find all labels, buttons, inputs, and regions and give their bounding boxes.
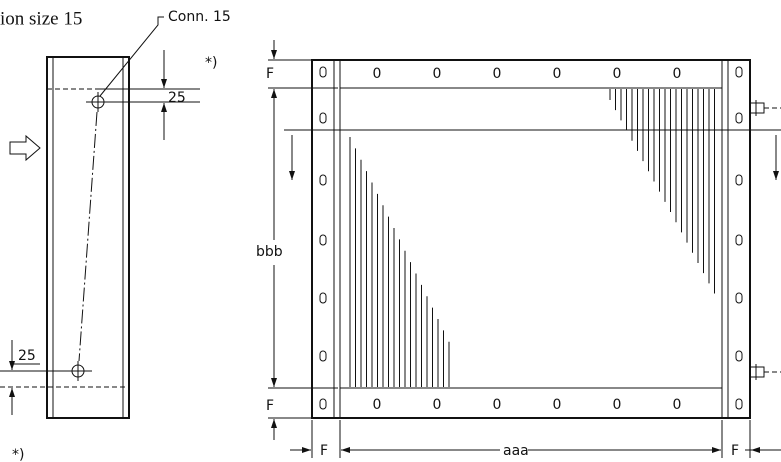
connection-label: Conn. 15 [168,9,231,25]
dimension: 25 [18,348,36,364]
slot [735,234,743,246]
slot [735,398,743,410]
dimension: 25 [168,90,186,106]
connection [749,366,765,378]
note: *) [12,447,24,462]
side-view: ion size 15 Conn. 15 25 *) 25 *) [0,8,231,462]
f-label: F [266,398,274,414]
f-label: F [266,66,274,82]
f-label: F [320,443,328,459]
caption: ion size 15 [0,8,82,29]
band-label: 0 [433,397,442,413]
band-label: 0 [553,66,562,82]
slot [319,350,327,362]
band-label: 0 [373,397,382,413]
band-label: 0 [673,66,682,82]
slot [735,66,743,78]
slot [735,112,743,124]
slot [319,174,327,186]
slot [319,234,327,246]
slot [319,112,327,124]
band-label: 0 [493,66,502,82]
slot [735,292,743,304]
slot [735,350,743,362]
width-label: aaa [503,443,529,459]
connection [749,102,765,114]
band-label: 0 [553,397,562,413]
band-label: 0 [673,397,682,413]
f-label: F [731,443,739,459]
slot [319,66,327,78]
band-label: 0 [613,66,622,82]
height-label: bbb [256,244,283,260]
band-label: 0 [433,66,442,82]
note: *) [205,55,217,71]
band-label: 0 [613,397,622,413]
front-view: F F bbb F aaa F 0 0 0 0 0 0 0 0 0 0 0 0 [256,40,781,459]
band-label: 0 [493,397,502,413]
band-label: 0 [373,66,382,82]
slot [735,174,743,186]
slot [319,292,327,304]
slot [319,398,327,410]
